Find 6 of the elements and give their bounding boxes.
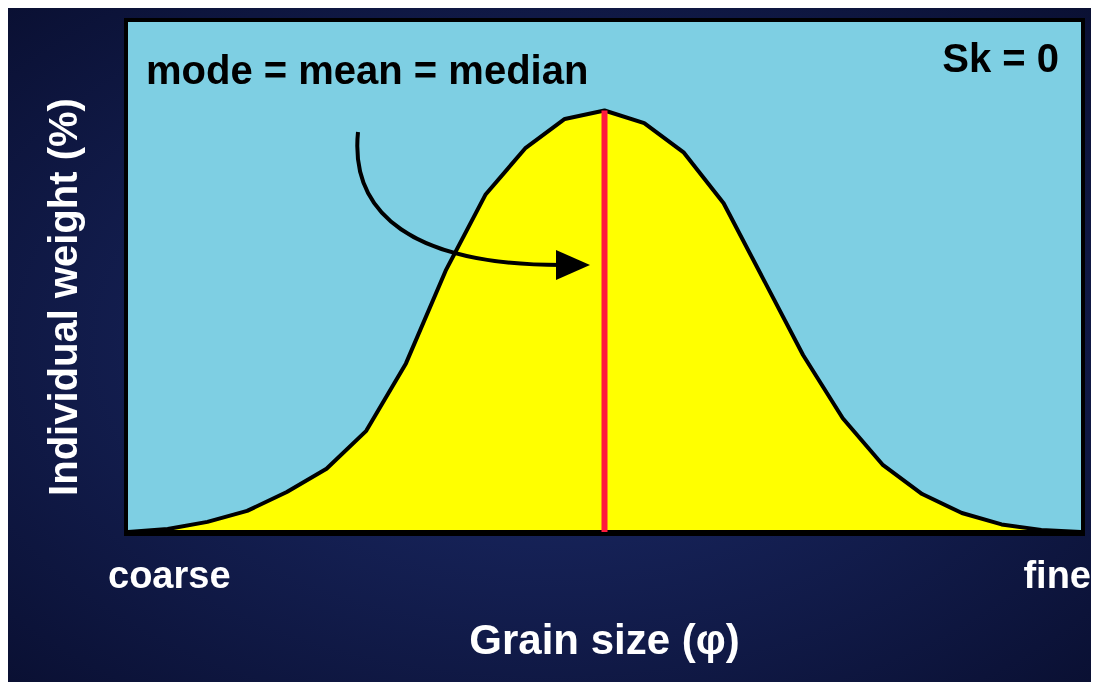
text: mode = mean = median xyxy=(146,48,589,92)
text: coarse xyxy=(108,554,231,597)
x-axis-title: Grain size (φ) xyxy=(469,616,740,663)
text: Sk = 0 xyxy=(942,36,1059,81)
text: fine xyxy=(1023,554,1091,597)
y-axis-title: Individual weight (%) xyxy=(40,98,86,496)
